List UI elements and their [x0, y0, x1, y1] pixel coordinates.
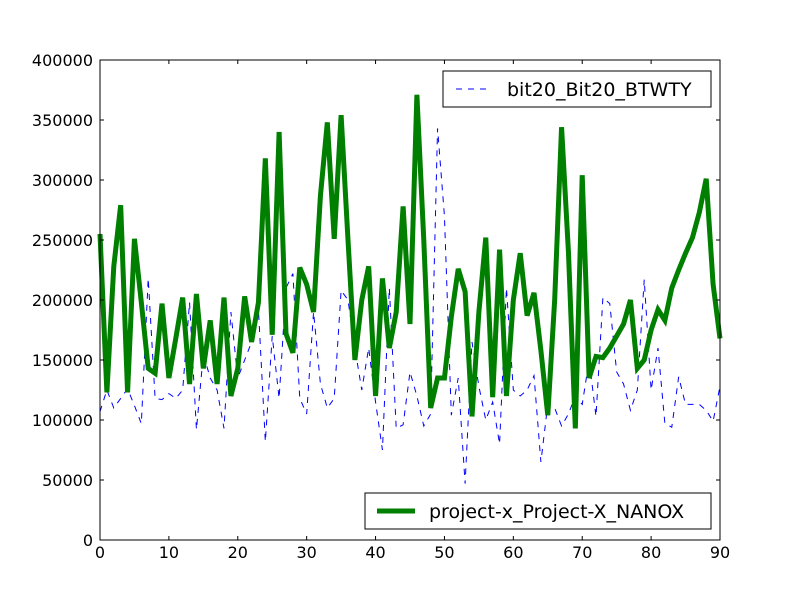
x-tick-label: 60: [503, 543, 523, 562]
series-line-1: [97, 94, 723, 429]
x-tick-label: 20: [228, 543, 248, 562]
x-tick-label: 90: [710, 543, 730, 562]
axis-ticks: 0 10 20 30 40 50 60 70 80 90 0 50000 100000 150000 200…: [32, 51, 730, 562]
legend-bottom: project-x_Project-X_NANOX: [364, 492, 712, 530]
legend-bottom-box: [364, 492, 712, 530]
x-tick-label: 40: [365, 543, 385, 562]
y-tick-label: 0: [83, 531, 93, 550]
y-tick-label: 150000: [32, 351, 93, 370]
series-line-0: [99, 128, 721, 484]
y-tick-label: 250000: [32, 231, 93, 250]
y-tick-label: 400000: [32, 51, 93, 70]
y-tick-label: 200000: [32, 291, 93, 310]
x-tick-label: 70: [572, 543, 592, 562]
y-tick-label: 100000: [32, 411, 93, 430]
legend-top-label: bit20_Bit20_BTWTY: [507, 79, 692, 101]
x-tick-label: 0: [95, 543, 105, 562]
y-tick-label: 300000: [32, 171, 93, 190]
y-tick-label: 350000: [32, 111, 93, 130]
y-tick-label: 50000: [42, 471, 93, 490]
x-tick-label: 10: [159, 543, 179, 562]
series-layer: [97, 94, 723, 484]
x-tick-label: 30: [296, 543, 316, 562]
legend-top-box: [442, 70, 712, 108]
x-tick-label: 80: [641, 543, 661, 562]
x-tick-label: 50: [434, 543, 454, 562]
legend-top: bit20_Bit20_BTWTY: [442, 70, 712, 108]
legend-bottom-label: project-x_Project-X_NANOX: [429, 501, 684, 523]
